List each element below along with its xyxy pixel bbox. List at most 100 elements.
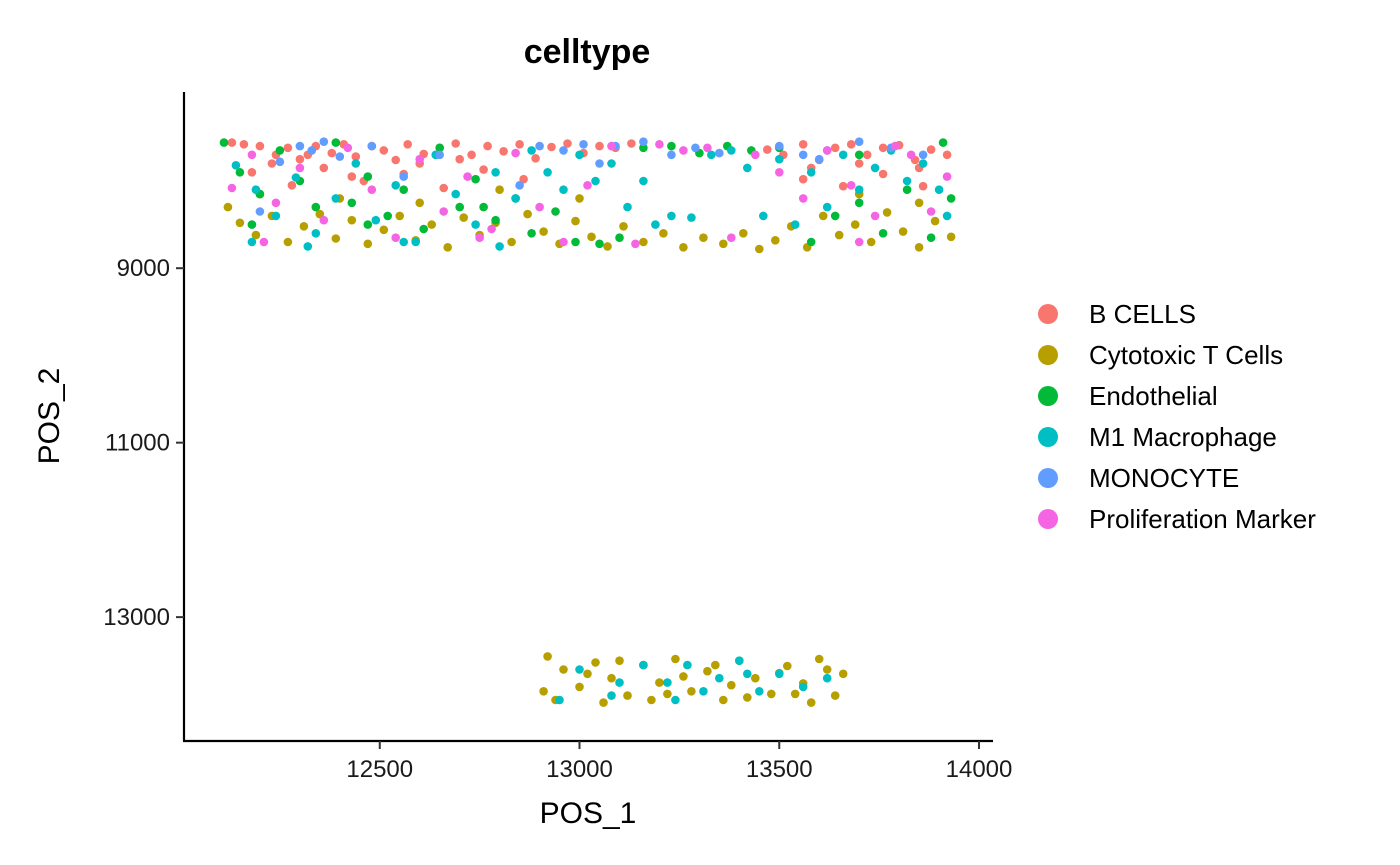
data-point bbox=[239, 140, 249, 149]
legend-label: Endothelial bbox=[1089, 381, 1218, 411]
data-point bbox=[331, 138, 341, 147]
data-point bbox=[515, 140, 524, 149]
data-point bbox=[271, 211, 281, 221]
data-point bbox=[775, 669, 784, 679]
data-point bbox=[575, 682, 584, 692]
data-point bbox=[315, 209, 325, 219]
data-point bbox=[331, 194, 341, 203]
data-point bbox=[427, 220, 437, 229]
data-point bbox=[862, 150, 872, 160]
series-m1-macrophage bbox=[231, 146, 952, 705]
data-point bbox=[303, 242, 313, 251]
data-point bbox=[830, 691, 840, 700]
data-point bbox=[639, 660, 648, 670]
data-point bbox=[918, 150, 928, 160]
data-point bbox=[946, 232, 956, 242]
y-axis-ticks: 9000 11000 13000 bbox=[103, 255, 184, 631]
legend-item: B CELLS bbox=[1038, 299, 1196, 329]
points-layer bbox=[219, 137, 956, 707]
data-point bbox=[399, 185, 409, 194]
data-point bbox=[918, 159, 928, 168]
data-point bbox=[595, 239, 604, 249]
data-point bbox=[283, 237, 293, 247]
legend-item: M1 Macrophage bbox=[1038, 422, 1277, 452]
legend-label: Proliferation Marker bbox=[1089, 504, 1316, 534]
data-point bbox=[451, 189, 461, 199]
data-point bbox=[914, 198, 924, 208]
data-point bbox=[295, 154, 305, 164]
legend-label: M1 Macrophage bbox=[1089, 422, 1277, 452]
data-point bbox=[743, 669, 752, 679]
data-point bbox=[639, 237, 648, 247]
data-point bbox=[930, 216, 940, 226]
data-point bbox=[435, 150, 445, 160]
data-point bbox=[735, 656, 744, 665]
legend: B CELLS Cytotoxic T Cells Endothelial M1 Ma… bbox=[1038, 299, 1316, 534]
series-monocyte bbox=[255, 137, 928, 216]
data-point bbox=[918, 181, 928, 191]
data-point bbox=[719, 695, 728, 705]
data-point bbox=[267, 159, 277, 168]
data-point bbox=[379, 225, 389, 235]
data-point bbox=[471, 174, 480, 184]
data-point bbox=[790, 689, 800, 699]
data-point bbox=[946, 194, 956, 203]
data-point bbox=[790, 220, 800, 229]
data-point bbox=[523, 209, 532, 219]
data-point bbox=[347, 198, 357, 208]
data-point bbox=[231, 161, 241, 170]
x-axis-title: POS_1 bbox=[540, 797, 637, 830]
data-point bbox=[727, 233, 736, 242]
data-point bbox=[639, 143, 648, 153]
data-point bbox=[870, 211, 880, 221]
data-point bbox=[854, 137, 864, 146]
data-point bbox=[607, 691, 616, 700]
data-point bbox=[471, 220, 480, 229]
data-point bbox=[715, 148, 724, 158]
data-point bbox=[822, 673, 832, 683]
data-point bbox=[559, 146, 568, 155]
data-point bbox=[942, 150, 952, 160]
data-point bbox=[439, 207, 449, 216]
data-point bbox=[914, 243, 924, 252]
data-point bbox=[870, 163, 880, 173]
data-point bbox=[255, 141, 265, 151]
data-point bbox=[615, 233, 624, 242]
legend-label: Cytotoxic T Cells bbox=[1089, 340, 1283, 370]
data-point bbox=[559, 237, 568, 247]
data-point bbox=[667, 211, 676, 221]
data-point bbox=[535, 141, 544, 151]
data-point bbox=[287, 181, 297, 190]
data-point bbox=[235, 218, 245, 228]
data-point bbox=[846, 181, 856, 190]
data-point bbox=[499, 147, 508, 156]
data-point bbox=[579, 140, 588, 149]
data-point bbox=[679, 146, 688, 155]
data-point bbox=[591, 658, 600, 667]
data-point bbox=[227, 183, 237, 193]
data-point bbox=[551, 207, 560, 216]
data-point bbox=[223, 202, 233, 212]
data-point bbox=[898, 227, 908, 236]
data-point bbox=[707, 150, 716, 160]
data-point bbox=[627, 139, 636, 148]
data-point bbox=[311, 229, 321, 238]
data-point bbox=[559, 185, 568, 194]
data-point bbox=[255, 207, 265, 216]
data-point bbox=[663, 678, 672, 687]
data-point bbox=[259, 237, 269, 247]
data-point bbox=[367, 141, 377, 151]
data-point bbox=[623, 202, 632, 212]
data-point bbox=[515, 181, 524, 190]
data-point bbox=[391, 233, 401, 242]
data-point bbox=[663, 689, 672, 699]
data-point bbox=[818, 211, 828, 221]
data-point bbox=[798, 140, 808, 149]
y-tick-label: 13000 bbox=[103, 604, 170, 631]
data-point bbox=[615, 678, 624, 687]
chart-title: celltype bbox=[524, 33, 651, 71]
data-point bbox=[351, 159, 361, 168]
data-point bbox=[367, 185, 377, 194]
data-point bbox=[319, 137, 329, 146]
data-point bbox=[519, 174, 528, 184]
